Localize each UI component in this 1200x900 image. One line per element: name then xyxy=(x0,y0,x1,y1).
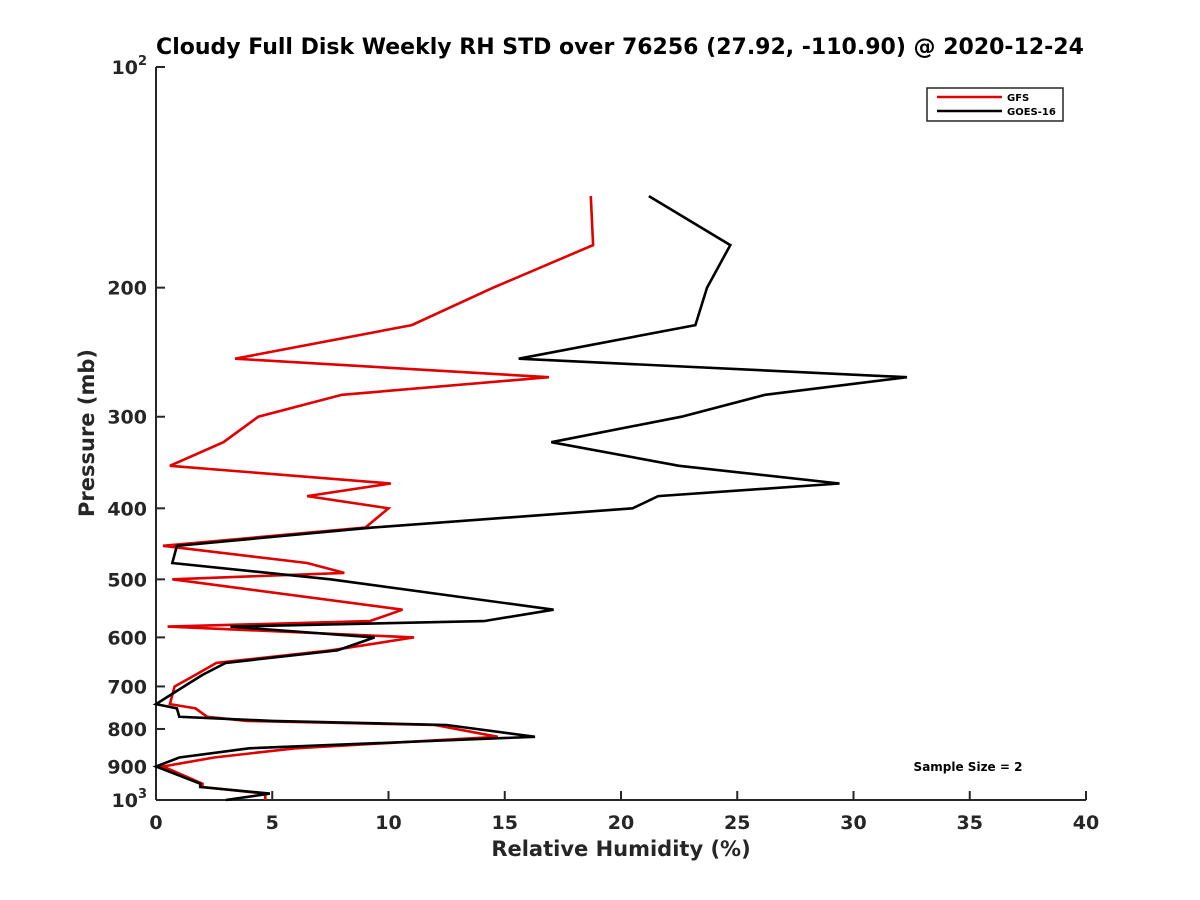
x-tick-label: 10 xyxy=(375,812,401,834)
y-ticks: 102 200 300 400 500 600 700 800 900 103 xyxy=(107,54,165,812)
x-tick-label: 25 xyxy=(724,812,750,834)
legend-box xyxy=(926,87,1064,122)
x-axis-label: Relative Humidity (%) xyxy=(491,837,750,861)
y-tick-label: 800 xyxy=(107,719,147,741)
y-tick-label: 500 xyxy=(107,569,147,591)
x-tick-label: 5 xyxy=(266,812,279,834)
x-tick-label: 0 xyxy=(149,812,162,834)
series-line-goes-16 xyxy=(152,194,908,802)
y-tick-label: 300 xyxy=(107,407,147,429)
x-tick-label: 30 xyxy=(840,812,866,834)
x-tick-label: 35 xyxy=(957,812,983,834)
x-tick-label: 40 xyxy=(1073,812,1099,834)
x-tick-label: 20 xyxy=(608,812,634,834)
x-ticks: 0 5 10 15 20 25 30 35 40 xyxy=(149,791,1099,834)
y-tick-label: 700 xyxy=(107,676,147,698)
y-tick-label: 400 xyxy=(107,498,147,520)
y-tick-label: 600 xyxy=(107,627,147,649)
x-tick-label: 15 xyxy=(492,812,518,834)
y-axis-label: Pressure (mb) xyxy=(75,349,99,517)
series-layer xyxy=(152,194,908,802)
legend-label-goes-16: GOES-16 xyxy=(1007,107,1056,118)
y-tick-label: 103 xyxy=(112,787,148,812)
chart-title: Cloudy Full Disk Weekly RH STD over 7625… xyxy=(156,35,1084,60)
y-tick-label: 900 xyxy=(107,756,147,778)
y-tick-label: 102 xyxy=(112,54,148,79)
sample-size-annotation: Sample Size = 2 xyxy=(914,760,1023,774)
legend: GFS GOES-16 xyxy=(926,87,1064,122)
legend-label-gfs: GFS xyxy=(1007,93,1029,104)
y-tick-label: 200 xyxy=(107,278,147,300)
series-line-gfs xyxy=(158,196,595,800)
